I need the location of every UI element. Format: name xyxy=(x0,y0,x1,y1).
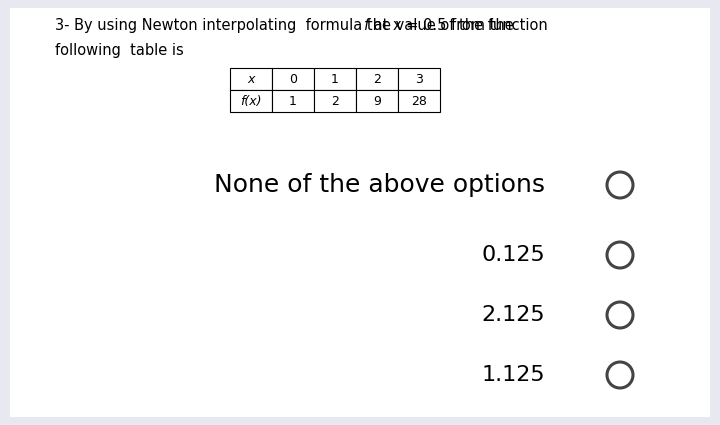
Bar xyxy=(314,68,356,90)
Bar xyxy=(314,90,356,112)
Text: 2.125: 2.125 xyxy=(482,305,545,325)
Bar xyxy=(398,68,440,90)
Circle shape xyxy=(607,172,633,198)
Text: 2: 2 xyxy=(331,94,339,108)
Text: 9: 9 xyxy=(373,94,381,108)
Text: f(x): f(x) xyxy=(240,94,262,108)
Text: 2: 2 xyxy=(373,73,381,85)
Bar xyxy=(398,90,440,112)
Text: x: x xyxy=(247,73,255,85)
Text: 3: 3 xyxy=(415,73,423,85)
Circle shape xyxy=(607,362,633,388)
Text: 28: 28 xyxy=(411,94,427,108)
Bar xyxy=(272,90,314,112)
Bar xyxy=(272,68,314,90)
Text: f: f xyxy=(364,17,369,32)
Text: following  table is: following table is xyxy=(55,42,184,57)
Circle shape xyxy=(607,242,633,268)
Text: 1: 1 xyxy=(289,94,297,108)
Text: 0: 0 xyxy=(289,73,297,85)
Text: at x = 0.5 from the: at x = 0.5 from the xyxy=(369,17,513,32)
Text: None of the above options: None of the above options xyxy=(214,173,545,197)
Text: 1.125: 1.125 xyxy=(482,365,545,385)
Text: 3- By using Newton interpolating  formula the value of the function: 3- By using Newton interpolating formula… xyxy=(55,17,552,32)
Text: 0.125: 0.125 xyxy=(481,245,545,265)
Circle shape xyxy=(607,302,633,328)
Bar xyxy=(356,68,398,90)
Bar xyxy=(230,90,272,112)
Text: 1: 1 xyxy=(331,73,339,85)
Bar xyxy=(230,68,272,90)
Bar xyxy=(356,90,398,112)
